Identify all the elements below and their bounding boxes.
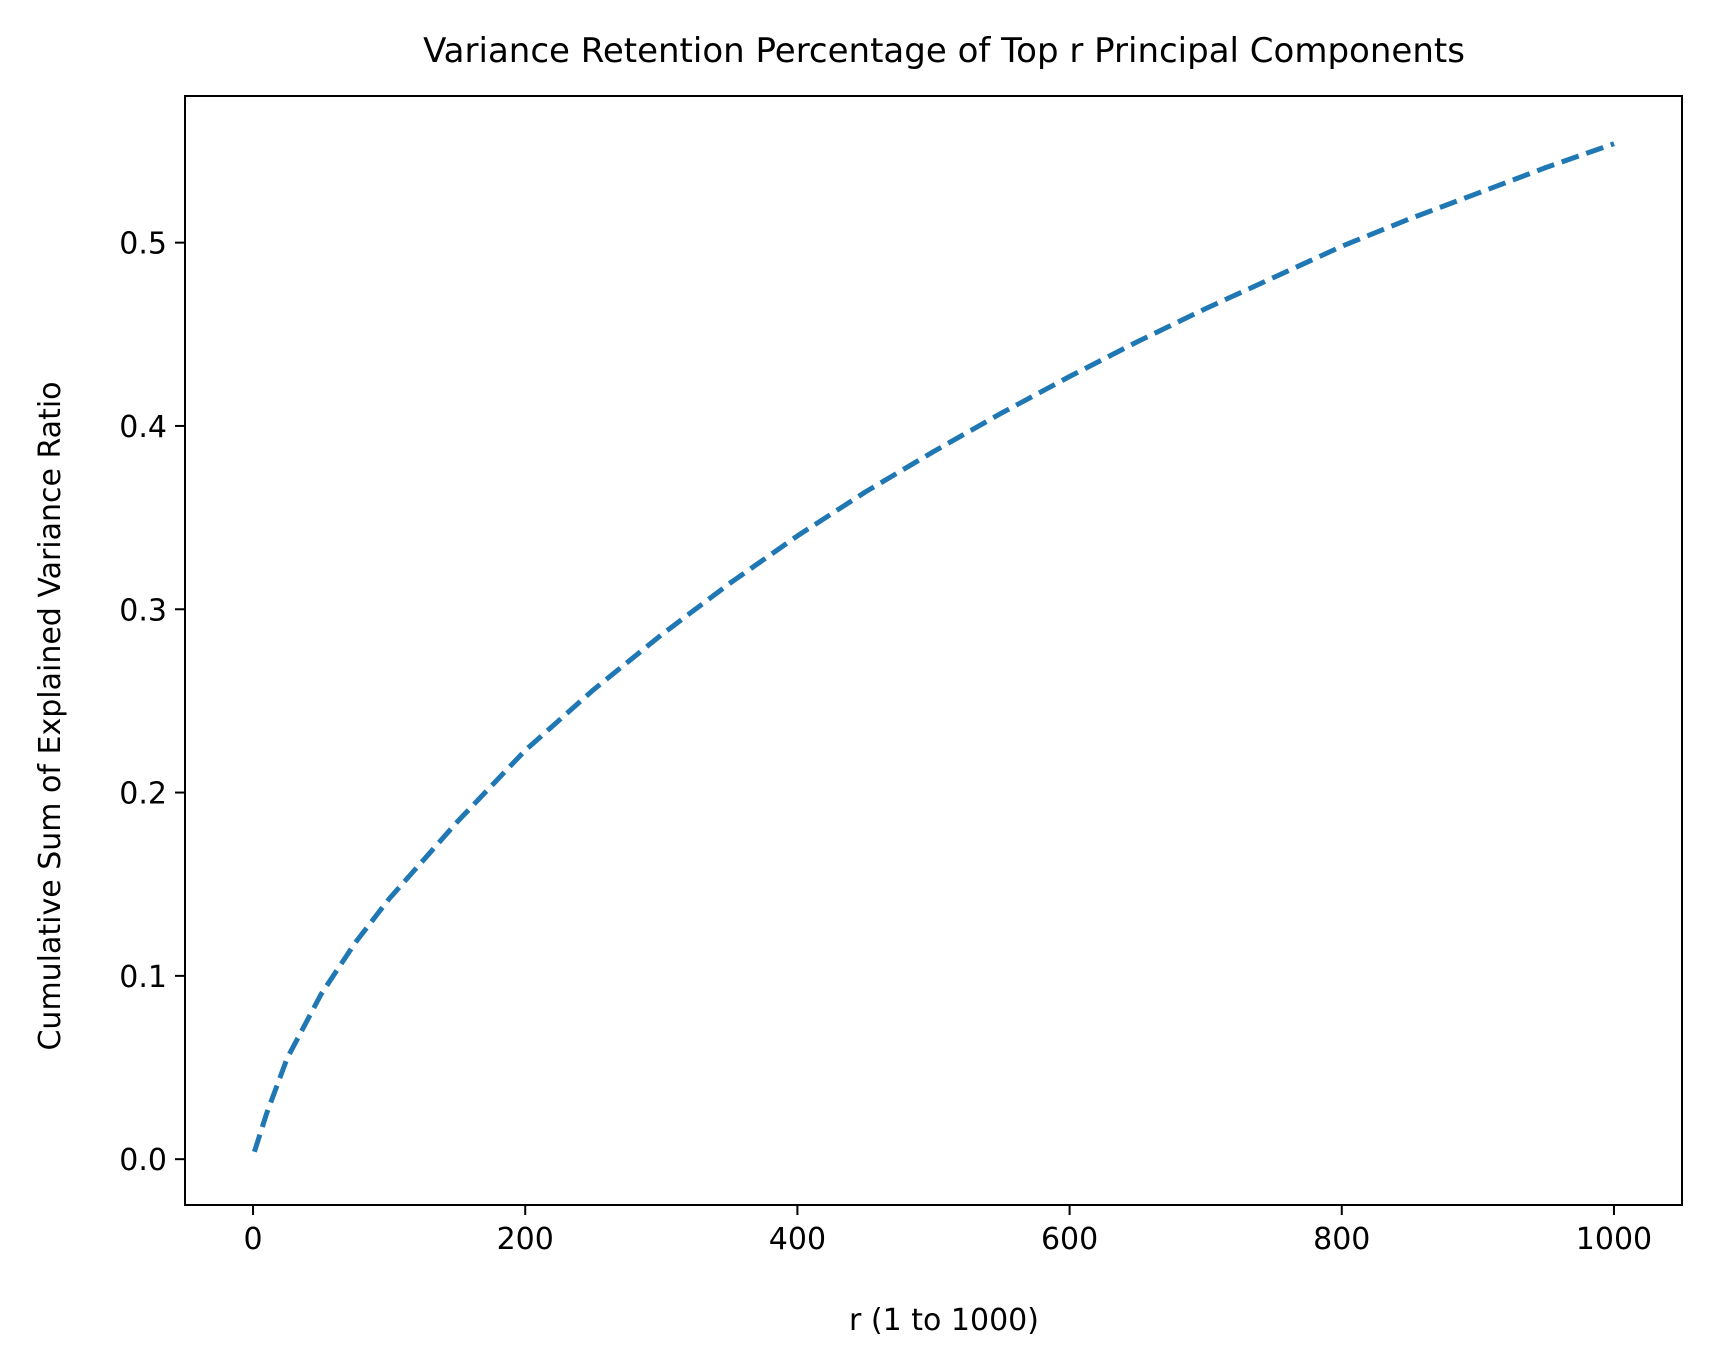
x-tick-label: 600 (1041, 1222, 1098, 1257)
x-tick-label: 0 (243, 1222, 262, 1257)
x-tick-label: 800 (1313, 1222, 1370, 1257)
y-tick-label: 0.5 (119, 227, 167, 262)
x-tick-label: 200 (497, 1222, 554, 1257)
x-tick-label: 1000 (1576, 1222, 1652, 1257)
plot-frame (184, 95, 1683, 1206)
chart-title: Variance Retention Percentage of Top r P… (423, 31, 1465, 71)
x-tick-label: 400 (769, 1222, 826, 1257)
y-tick-label: 0.4 (119, 410, 167, 445)
y-axis-label: Cumulative Sum of Explained Variance Rat… (33, 381, 68, 1050)
x-axis-label: r (1 to 1000) (849, 1303, 1039, 1338)
y-tick-label: 0.1 (119, 960, 167, 995)
y-tick-label: 0.2 (119, 777, 167, 812)
series-line-0 (252, 141, 1615, 1153)
plot-area: 0 200 400 600 800 1000 0.0 0.1 0.2 0.3 0.4 0.5 (119, 95, 1683, 1257)
y-tick-label: 0.3 (119, 593, 167, 628)
y-tick-label: 0.0 (119, 1143, 167, 1178)
